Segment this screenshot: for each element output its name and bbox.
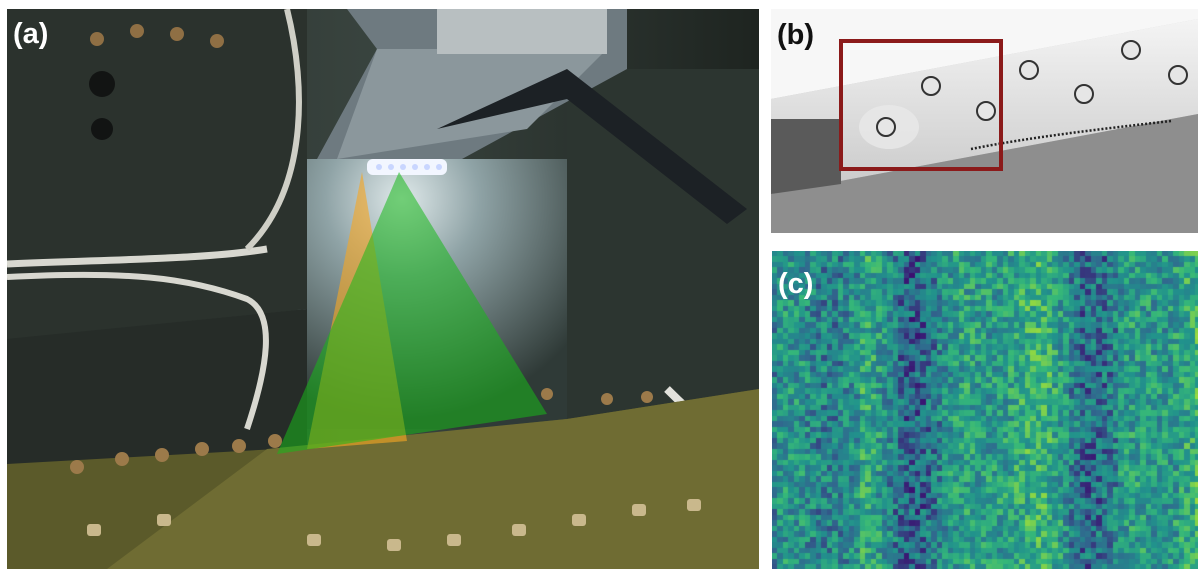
panel-label-c: (c) [778, 268, 814, 300]
heatmap-panel-c: (c) [772, 251, 1198, 569]
photo-panel-b: (b) [771, 9, 1198, 233]
grayscale-camera-image [771, 9, 1198, 233]
region-of-interest-box [839, 39, 1003, 171]
photo-sensor-setup [7, 9, 759, 569]
panel-label-b: (b) [777, 19, 815, 51]
sensor-fov-green [277, 172, 547, 454]
measurement-heatmap [772, 251, 1198, 569]
photo-panel-a: (a) [7, 9, 759, 569]
panel-label-a: (a) [13, 18, 49, 50]
